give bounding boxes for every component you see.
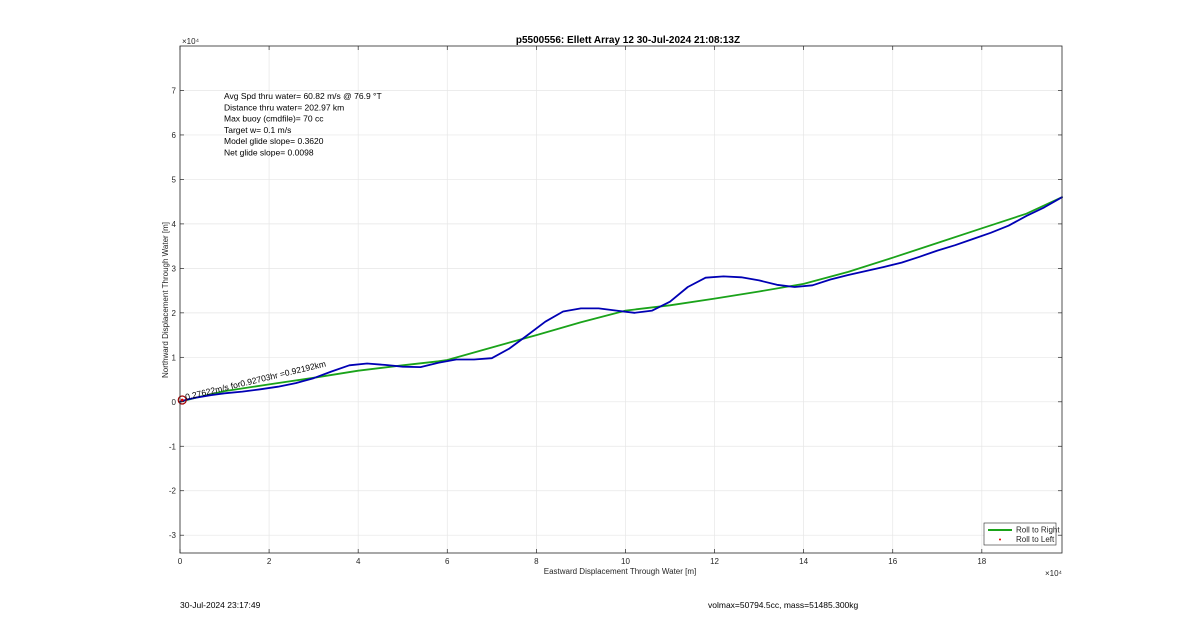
legend-label-roll-left: Roll to Left bbox=[1016, 535, 1055, 544]
x-axis-label: Eastward Displacement Through Water [m] bbox=[544, 567, 697, 576]
legend-swatch-roll-left bbox=[999, 538, 1001, 541]
legend-box bbox=[983, 522, 1057, 546]
grid-lines bbox=[179, 46, 1062, 553]
y-tick-label: 2 bbox=[172, 309, 177, 318]
stats-line: Model glide slope= 0.3620 bbox=[224, 136, 324, 146]
x-axis-exponent: ×10⁴ bbox=[1045, 569, 1063, 578]
chart-title: p5500556: Ellett Array 12 30-Jul-2024 21… bbox=[516, 35, 740, 46]
y-tick-label: 7 bbox=[172, 86, 177, 95]
stats-line: Max buoy (cmdfile)= 70 cc bbox=[224, 114, 324, 124]
x-tick-label: 8 bbox=[534, 557, 539, 566]
track-line bbox=[179, 196, 1063, 403]
x-tick-label: 14 bbox=[799, 557, 808, 566]
y-axis-exponent: ×10⁴ bbox=[182, 37, 200, 46]
x-tick-label: 2 bbox=[267, 557, 272, 566]
x-tick-label: 6 bbox=[445, 557, 450, 566]
footer-timestamp: 30-Jul-2024 23:17:49 bbox=[180, 600, 261, 610]
x-tick-label: 18 bbox=[977, 557, 986, 566]
y-tick-label: 1 bbox=[172, 353, 177, 362]
stats-line: Net glide slope= 0.0098 bbox=[224, 148, 314, 158]
legend-label-roll-right: Roll to Right bbox=[1016, 526, 1060, 535]
y-tick-label: 6 bbox=[172, 131, 177, 140]
y-tick-label: -2 bbox=[169, 487, 177, 496]
x-tick-label: 0 bbox=[178, 557, 183, 566]
stats-line: Avg Spd thru water= 60.82 m/s @ 76.9 °T bbox=[224, 91, 382, 101]
series-layer bbox=[177, 196, 1063, 405]
stats-line: Target w= 0.1 m/s bbox=[224, 125, 291, 135]
x-tick-label: 10 bbox=[621, 557, 630, 566]
y-axis-label: Northward Displacement Through Water [m] bbox=[161, 222, 170, 378]
x-tick-label: 12 bbox=[710, 557, 719, 566]
y-tick-label: 5 bbox=[172, 175, 177, 184]
roll-right-line bbox=[179, 196, 1063, 403]
x-tick-label: 4 bbox=[356, 557, 361, 566]
y-tick-label: 4 bbox=[172, 220, 177, 229]
footer-mass-info: volmax=50794.5cc, mass=51485.300kg bbox=[708, 600, 859, 610]
stats-annotation: Avg Spd thru water= 60.82 m/s @ 76.9 °TD… bbox=[224, 91, 382, 158]
y-tick-label: 0 bbox=[172, 398, 177, 407]
stats-line: Distance thru water= 202.97 km bbox=[224, 102, 344, 112]
y-tick-label: 3 bbox=[172, 264, 177, 273]
y-tick-label: -3 bbox=[169, 531, 177, 540]
roll-left-point bbox=[180, 398, 184, 402]
x-tick-label: 16 bbox=[888, 557, 897, 566]
y-tick-label: -1 bbox=[169, 442, 177, 451]
legend: Roll to Right Roll to Left bbox=[983, 522, 1060, 546]
roll-left-marker-ring bbox=[177, 395, 187, 405]
plot-frame bbox=[179, 45, 1063, 554]
